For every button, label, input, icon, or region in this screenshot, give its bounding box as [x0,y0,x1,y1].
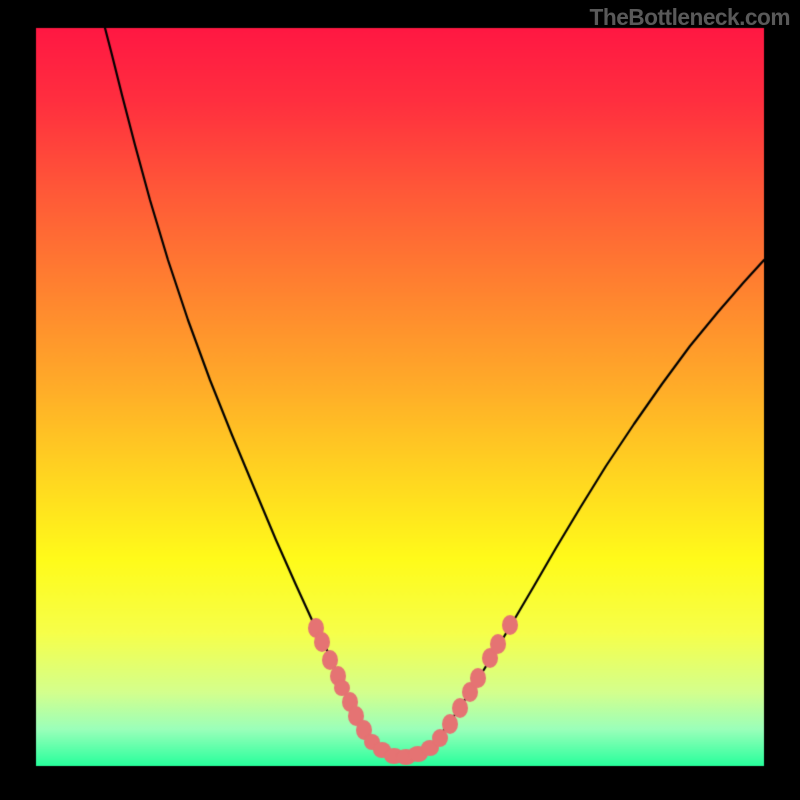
chart-frame: TheBottleneck.com [0,0,800,800]
watermark-text: TheBottleneck.com [590,4,790,31]
bottleneck-chart-canvas [0,0,800,800]
